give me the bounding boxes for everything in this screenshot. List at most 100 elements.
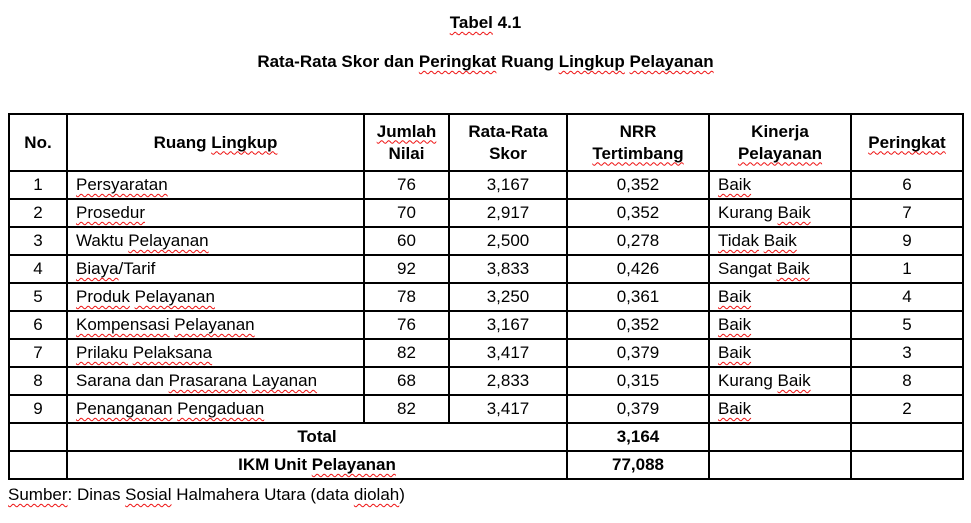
summary-value-total: 3,164 [566,422,710,452]
text-segment: Kurang [718,371,778,390]
cell-peringkat: 2 [850,394,964,424]
cell-skor: 3,250 [448,282,568,312]
cell-no: 6 [8,310,68,340]
cell-scope: Persyaratan [66,170,365,200]
empty-cell [8,422,68,452]
cell-skor: 2,500 [448,226,568,256]
misspelled-word: Kompensasi [76,315,170,334]
cell-nrr: 0,352 [566,170,710,200]
cell-skor: 3,417 [448,338,568,368]
misspelled-word: Pelaksana [132,343,213,362]
cell-no: 5 [8,282,68,312]
table-summary: Total 3,164 IKM Unit Pelayanan 77,088 [8,422,964,480]
text-segment: Skor [489,143,527,163]
misspelled-word: Pengaduan [177,399,265,418]
column-header-jumlah: Jumlah Nilai [363,113,450,172]
summary-value-ikm: 77,088 [566,450,710,480]
header-line: Rata-Rata [451,121,565,143]
cell-kinerja: Sangat Baik [708,254,852,284]
table-row: 7 Prilaku Pelaksana 82 3,417 0,379 Baik 3 [8,338,964,368]
misspelled-word: Lingkup [558,52,625,71]
header-line: Kinerja [711,121,849,143]
cell-kinerja: Kurang Baik [708,366,852,396]
cell-peringkat: 3 [850,338,964,368]
misspelled-word: Baik [777,203,811,222]
table-body: 1 Persyaratan 76 3,167 0,352 Baik 6 2 Prosedur 70… [8,170,964,424]
cell-jumlah: 68 [363,366,450,396]
cell-kinerja: Baik [708,310,852,340]
text-segment: /Tarif [118,259,156,278]
header-line: No. [11,132,65,154]
cell-peringkat: 1 [850,254,964,284]
cell-peringkat: 8 [850,366,964,396]
document-title: Tabel 4.1 [0,0,971,33]
column-header-kinerja: Kinerja Pelayanan [708,113,852,172]
misspelled-word: Jumlah [376,121,437,141]
header-line: Jumlah [366,121,447,143]
summary-row-ikm: IKM Unit Pelayanan 77,088 [8,450,964,480]
misspelled-word: Prilaku [76,343,128,362]
cell-nrr: 0,379 [566,338,710,368]
misspelled-word: Baik [718,175,752,194]
text-segment: Halmahera Utara (data [171,485,354,504]
table-row: 9 Penanganan Pengaduan 82 3,417 0,379 Baik 2 [8,394,964,424]
cell-no: 3 [8,226,68,256]
cell-no: 1 [8,170,68,200]
cell-nrr: 0,352 [566,310,710,340]
misspelled-word: Lingkup [211,132,278,152]
misspelled-word: Persyaratan [76,175,168,194]
misspelled-word: Baik [718,343,752,362]
empty-cell [708,450,852,480]
text-segment: ) [399,485,405,504]
cell-nrr: 0,278 [566,226,710,256]
text-segment: Rata-Rata Skor dan [257,52,419,71]
text-segment: Ruang [153,132,212,152]
table-header-row: No. Ruang Lingkup Jumlah Nilai Rata-Rata Skor… [8,113,964,172]
source-note: Sumber: Dinas Sosial Halmahera Utara (da… [8,484,971,505]
text-segment: Total [297,427,337,446]
misspelled-word: Pelayanan [737,143,823,163]
table-row: 4 Biaya/Tarif 92 3,833 0,426 Sangat Baik 1 [8,254,964,284]
misspelled-word: Pelayanan [629,52,714,71]
cell-jumlah: 76 [363,310,450,340]
table-row: 3 Waktu Pelayanan 60 2,500 0,278 Tidak Baik 9 [8,226,964,256]
cell-nrr: 0,426 [566,254,710,284]
cell-peringkat: 6 [850,170,964,200]
cell-jumlah: 70 [363,198,450,228]
misspelled-word: Layanan [251,371,318,390]
cell-jumlah: 82 [363,338,450,368]
cell-nrr: 0,361 [566,282,710,312]
header-line: NRR [569,121,707,143]
cell-scope: Waktu Pelayanan [66,226,365,256]
cell-nrr: 0,379 [566,394,710,424]
cell-scope: Sarana dan Prasarana Layanan [66,366,365,396]
misspelled-word: Pelayanan [128,231,209,250]
misspelled-word: Produk [76,287,130,306]
summary-label-ikm: IKM Unit Pelayanan [66,450,568,480]
misspelled-word: Baik [763,231,797,250]
misspelled-word: Tertimbang [592,143,684,163]
empty-cell [8,450,68,480]
document-subtitle: Rata-Rata Skor dan Peringkat Ruang Lingk… [0,52,971,72]
cell-skor: 3,167 [448,170,568,200]
header-line: Skor [451,143,565,165]
empty-cell [708,422,852,452]
header-line: Peringkat [853,132,961,154]
cell-kinerja: Baik [708,338,852,368]
table-row: 6 Kompensasi Pelayanan 76 3,167 0,352 Baik 5 [8,310,964,340]
text-segment: No. [24,132,52,152]
column-header-skor: Rata-Rata Skor [448,113,568,172]
misspelled-word: Baik [718,399,752,418]
text-segment: : Dinas [67,485,126,504]
empty-cell [850,422,964,452]
cell-scope: Penanganan Pengaduan [66,394,365,424]
empty-cell [850,450,964,480]
misspelled-word: Biaya [76,259,119,278]
cell-skor: 2,833 [448,366,568,396]
misspelled-word: Tidak [718,231,759,250]
column-header-scope: Ruang Lingkup [66,113,365,172]
text-segment: Rata-Rata [468,121,548,141]
table-row: 1 Persyaratan 76 3,167 0,352 Baik 6 [8,170,964,200]
misspelled-word: Penanganan [76,399,173,418]
cell-scope: Biaya/Tarif [66,254,365,284]
